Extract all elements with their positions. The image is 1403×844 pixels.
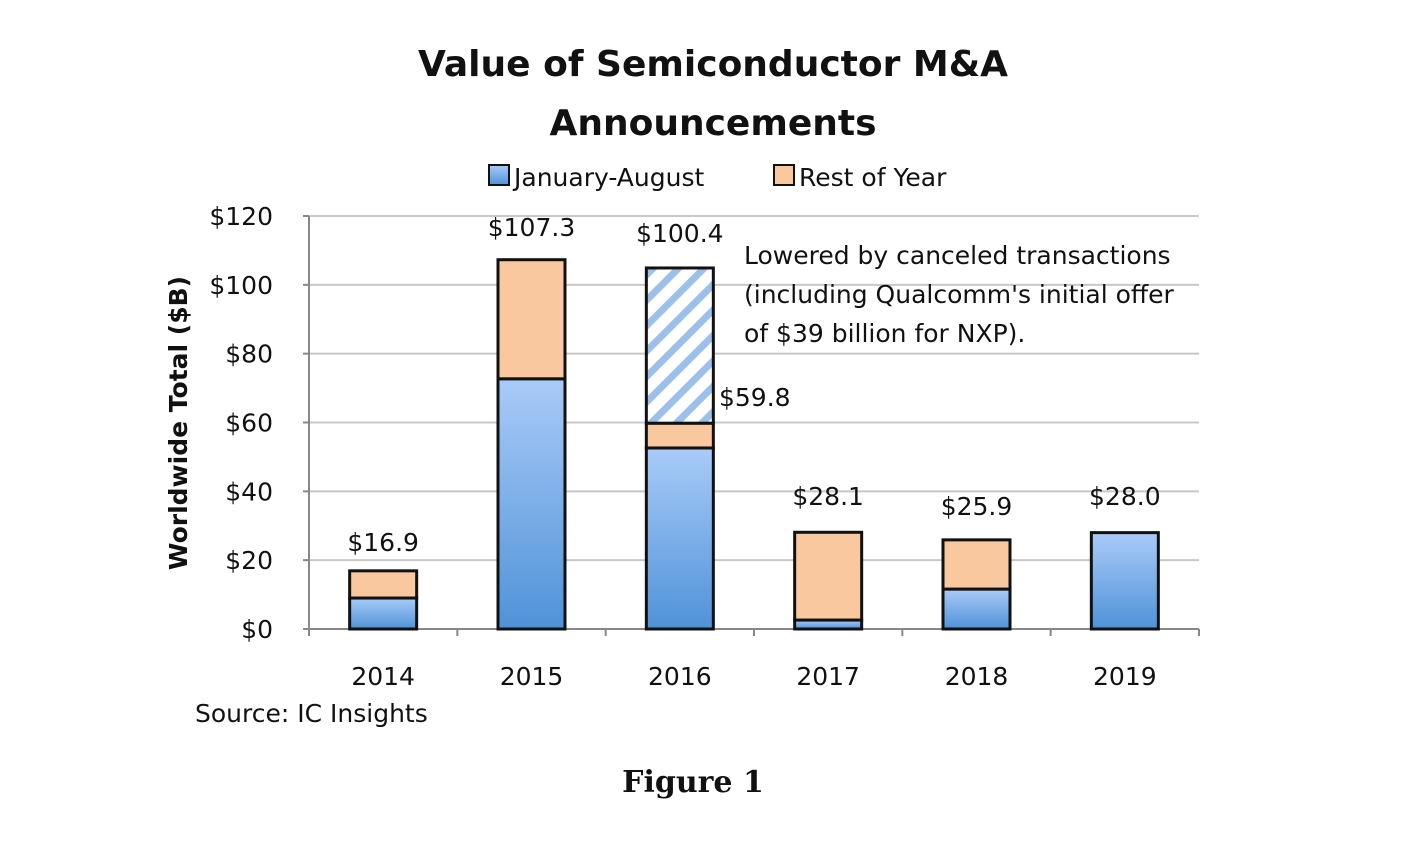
y-tick-label: $40 xyxy=(225,477,273,506)
figure-caption: Figure 1 xyxy=(622,765,764,800)
x-tick-label: 2016 xyxy=(648,662,712,691)
bar-2018-rest-of-year xyxy=(941,538,1012,591)
legend-swatch-jan-aug xyxy=(488,164,510,186)
source-note: Source: IC Insights xyxy=(195,699,428,728)
bar-2015-rest-of-year xyxy=(496,258,567,381)
bar-2018-january-august xyxy=(941,587,1012,631)
data-label-2016-before-cancel: $59.8 xyxy=(719,383,791,412)
bar-2019-january-august xyxy=(1089,531,1160,631)
x-tick-label: 2018 xyxy=(945,662,1009,691)
annotation-line-3: of $39 billion for NXP). xyxy=(744,319,1025,348)
y-tick-label: $100 xyxy=(209,271,273,300)
annotation-line-1: Lowered by canceled transactions xyxy=(744,241,1171,270)
legend-label-rest-of-year: Rest of Year xyxy=(799,163,947,192)
data-label-2018: $25.9 xyxy=(941,492,1013,521)
legend-swatch-rest-of-year xyxy=(773,164,795,186)
y-tick-label: $0 xyxy=(241,615,273,644)
bar-2014-january-august xyxy=(348,596,419,631)
data-label-2015: $107.3 xyxy=(488,213,575,242)
data-label-2019: $28.0 xyxy=(1089,482,1161,511)
y-axis-title: Worldwide Total ($B) xyxy=(164,276,193,570)
x-tick-label: 2015 xyxy=(500,662,564,691)
legend: January-August Rest of Year xyxy=(488,163,947,192)
x-tick-label: 2017 xyxy=(796,662,860,691)
bar-2014-rest-of-year xyxy=(348,569,419,600)
chart-title-line-1: Value of Semiconductor M&A xyxy=(418,44,1008,85)
annotation-line-2: (including Qualcomm's initial offer xyxy=(744,280,1175,309)
chart-title-line-2: Announcements xyxy=(549,103,876,144)
annotation: Lowered by canceled transactions (includ… xyxy=(744,241,1175,348)
bar-2015-january-august xyxy=(496,377,567,631)
y-tick-label: $80 xyxy=(225,340,273,369)
y-tick-label: $20 xyxy=(225,546,273,575)
x-tick-label: 2014 xyxy=(351,662,415,691)
data-label-2017: $28.1 xyxy=(792,482,864,511)
bar-2016-january-august xyxy=(644,446,715,631)
y-tick-label: $120 xyxy=(209,202,273,231)
bar-2017-rest-of-year xyxy=(793,530,864,622)
x-tick-label: 2019 xyxy=(1093,662,1157,691)
data-label-2014: $16.9 xyxy=(347,528,419,557)
y-tick-label: $60 xyxy=(225,409,273,438)
legend-label-jan-aug: January-August xyxy=(512,163,704,192)
data-label-2016: $100.4 xyxy=(636,219,723,248)
bar-2016-rest-of-year xyxy=(644,421,715,450)
bar-2016-canceled-transactions-hatched- xyxy=(644,266,715,425)
